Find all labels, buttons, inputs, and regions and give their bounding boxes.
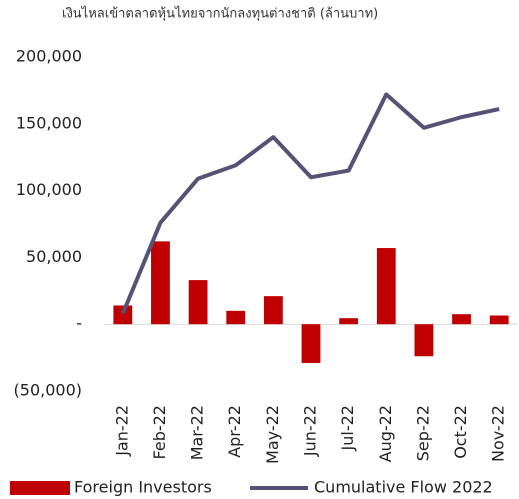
bar (376, 248, 396, 325)
bar (226, 310, 246, 325)
x-tick-label: Mar-22 (188, 405, 207, 460)
x-tick-label: Jan-22 (112, 405, 131, 457)
x-tick-label: May-22 (263, 405, 282, 464)
bar (339, 318, 359, 325)
legend-swatch (10, 481, 70, 495)
x-tick-label: Oct-22 (451, 405, 470, 459)
x-tick-label: Nov-22 (489, 405, 508, 462)
bar (188, 280, 208, 325)
x-tick-label: Sep-22 (413, 405, 432, 461)
y-tick-label: 200,000 (16, 47, 82, 66)
line (120, 92, 500, 315)
x-tick-label: Aug-22 (376, 405, 395, 462)
bar (301, 324, 321, 363)
bar (263, 296, 283, 325)
y-tick-label: (50,000) (14, 381, 82, 400)
y-tick-label: 50,000 (26, 247, 82, 266)
legend-label: Cumulative Flow 2022 (314, 478, 493, 497)
chart-title: เงินไหลเข้าตลาดหุ้นไทยจากนักลงทุนต่างชาต… (62, 6, 378, 22)
y-tick-label: 100,000 (16, 180, 82, 199)
bar (489, 315, 509, 325)
x-tick-label: Apr-22 (225, 405, 244, 458)
bar (113, 305, 133, 325)
legend-label: Foreign Investors (74, 478, 212, 497)
x-tick-label: Jul-22 (338, 405, 357, 451)
x-tick-label: Jun-22 (301, 405, 320, 457)
x-tick-label: Feb-22 (150, 405, 169, 459)
bar (452, 314, 471, 325)
bar (414, 324, 434, 357)
y-tick-label: - (76, 314, 82, 333)
bar (151, 241, 170, 325)
y-tick-label: 150,000 (16, 113, 82, 132)
